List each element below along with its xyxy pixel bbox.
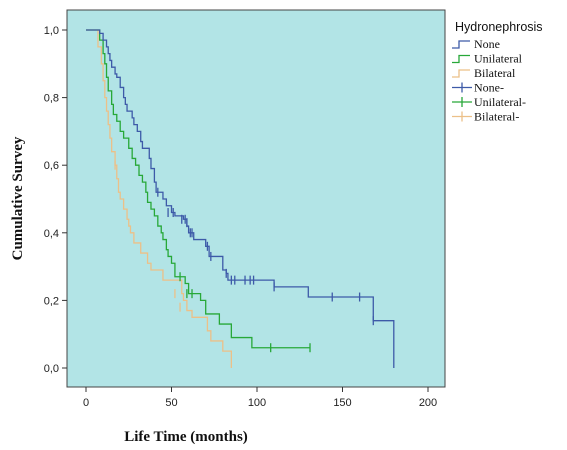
- x-tick-label: 150: [333, 397, 351, 409]
- y-tick-label: 0,6: [44, 160, 59, 172]
- legend-label: Unilateral: [474, 52, 523, 66]
- axes: 0,0 0,2 0,4 0,6 0,8 1,0 0 50 100 150 200: [44, 25, 437, 409]
- legend-label: Unilateral-: [474, 95, 526, 109]
- legend-label: None-: [474, 81, 504, 95]
- series-line-unilateral: [86, 29, 311, 349]
- legend-title: Hydronephrosis: [455, 20, 543, 34]
- x-tick-label: 100: [248, 397, 266, 409]
- legend-swatch-unilateral: [452, 54, 470, 64]
- series-layer: [86, 29, 395, 368]
- y-tick-label: 0,0: [44, 363, 59, 375]
- plot-area: [66, 9, 446, 388]
- y-tick-label: 0,4: [44, 228, 59, 240]
- legend-label: Bilateral: [474, 66, 516, 80]
- legend-swatch-none: [452, 40, 470, 49]
- y-tick-label: 0,8: [44, 93, 59, 105]
- x-axis-title: Life Time (months): [124, 429, 248, 445]
- series-line-none: [86, 29, 395, 368]
- y-tick-label: 0,2: [44, 295, 59, 307]
- x-tick-label: 200: [419, 397, 437, 409]
- legend: Hydronephrosis NoneUnilateralBilateralNo…: [452, 20, 543, 124]
- series-line-bilateral: [86, 29, 232, 368]
- legend-label: Bilateral-: [474, 110, 519, 124]
- x-tick-label: 50: [165, 397, 177, 409]
- y-tick-label: 1,0: [44, 25, 59, 37]
- legend-label: None: [474, 37, 500, 51]
- legend-swatch-bilateral: [452, 69, 470, 78]
- x-tick-label: 0: [83, 397, 89, 409]
- y-axis-title: Cumulative Survey: [10, 136, 26, 260]
